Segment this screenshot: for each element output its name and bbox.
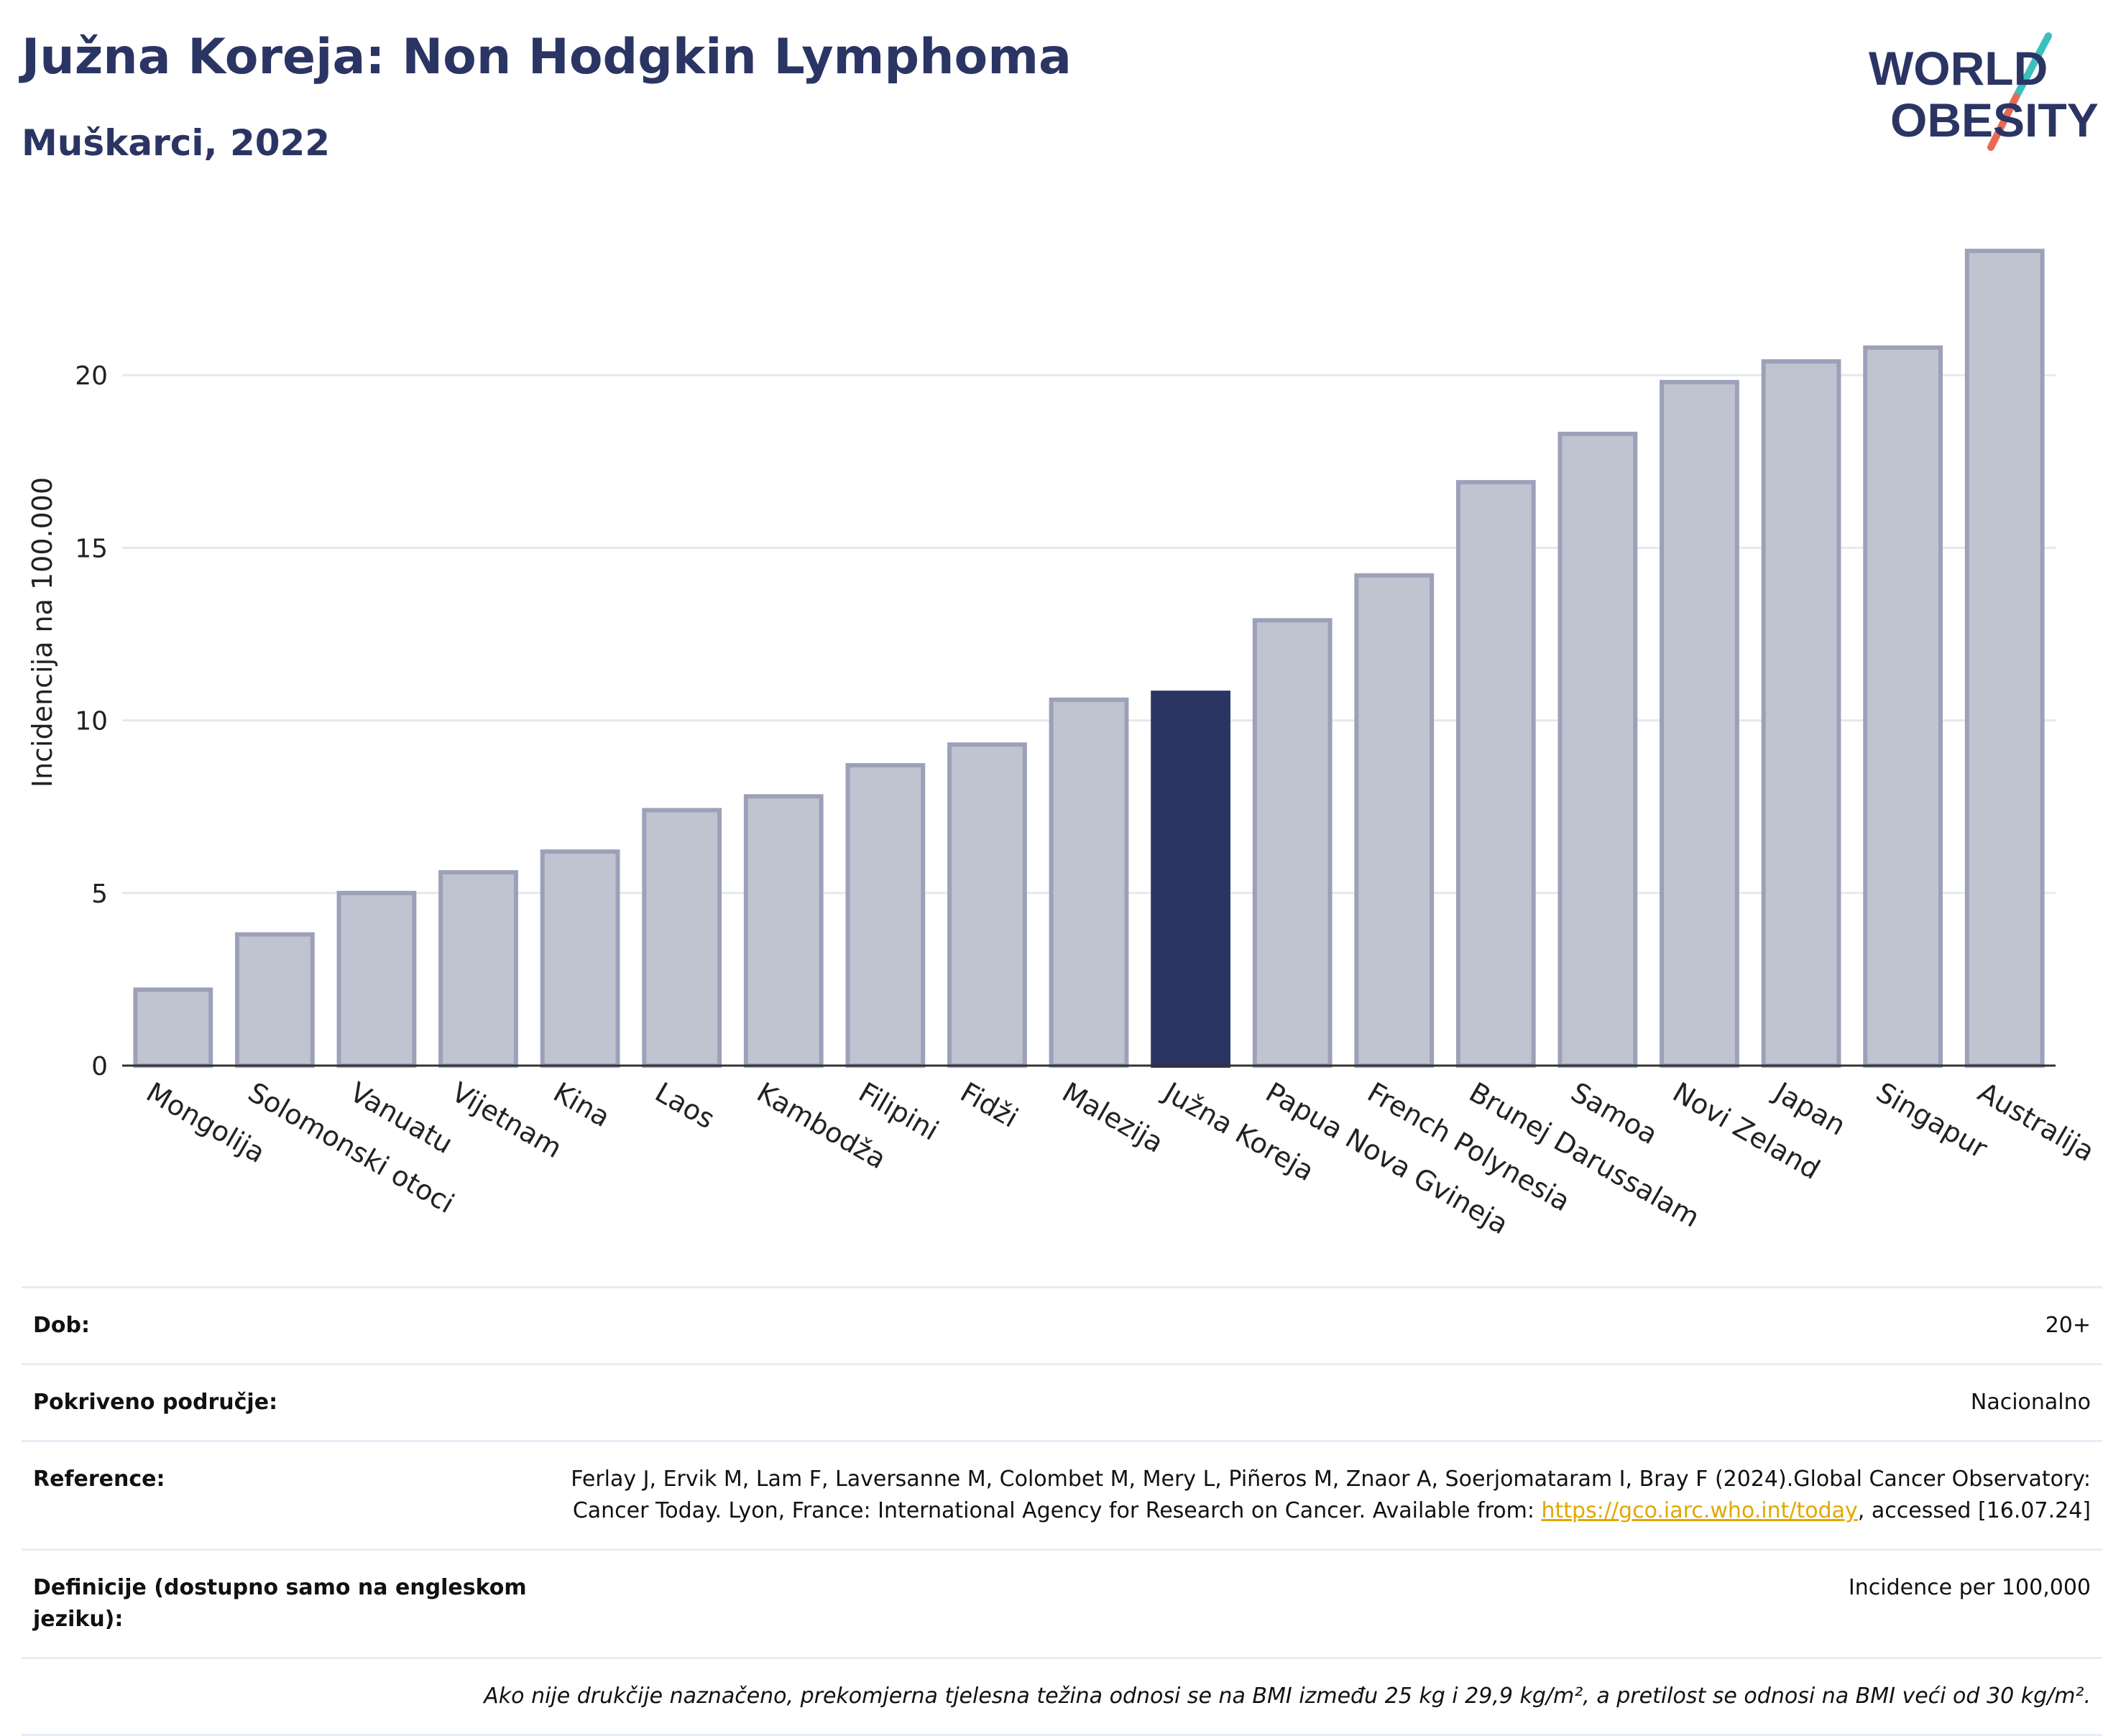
y-tick-label: 0 (91, 1052, 108, 1081)
bar-japan (1761, 359, 1841, 1068)
reference-accessed: , accessed [16.07.24] (1857, 1498, 2091, 1523)
meta-key-age: Dob: (33, 1313, 90, 1338)
footnote-text: Ako nije drukčije naznačeno, prekomjerna… (484, 1684, 2091, 1709)
meta-row-coverage: Pokriveno područje: Nacionalno (22, 1363, 2102, 1440)
meta-row-reference: Reference: Ferlay J, Ervik M, Lam F, Lav… (22, 1440, 2102, 1548)
x-tick-label: Vijetnam (446, 1076, 567, 1165)
bar-novi-zeland (1660, 379, 1739, 1068)
world-obesity-logo: WORLD OBESITY (1869, 32, 2099, 151)
meta-value-age: 20+ (2045, 1313, 2091, 1338)
x-tick-label: Australija (1973, 1076, 2100, 1168)
meta-footnote: Ako nije drukčije naznačeno, prekomjerna… (22, 1657, 2102, 1736)
x-tick-label: Fidži (955, 1076, 1023, 1134)
y-tick-label: 10 (75, 707, 108, 737)
y-tick-label: 15 (75, 534, 108, 563)
meta-value-definitions: Incidence per 100,000 (1848, 1575, 2091, 1600)
page-subtitle: Muškarci, 2022 (22, 122, 331, 164)
y-tick-label: 5 (91, 879, 108, 909)
bar-laos (642, 808, 722, 1068)
bars (133, 249, 2045, 1068)
meta-row-age: Dob: 20+ (22, 1286, 2102, 1363)
logo-line2: OBESITY (1890, 93, 2099, 147)
bar-brunej-darussalam (1455, 480, 1536, 1068)
logo-line1: WORLD (1869, 42, 2048, 95)
x-tick-label: Laos (650, 1076, 720, 1135)
reference-text: Ferlay J, Ervik M, Lam F, Laversanne M, … (571, 1467, 2091, 1523)
bar-fidži (947, 742, 1027, 1068)
bar-filipini (845, 763, 926, 1068)
page-title: Južna Koreja: Non Hodgkin Lymphoma (22, 29, 1072, 86)
bar-vanuatu (336, 890, 417, 1068)
bar-vijetnam (438, 869, 518, 1068)
bar-mongolija (133, 987, 213, 1068)
y-tick-label: 20 (75, 361, 108, 391)
meta-key-reference: Reference: (33, 1467, 165, 1492)
bar-južna-koreja (1151, 691, 1230, 1068)
bar-solomonski-otoci (234, 932, 315, 1068)
bar-kambodža (743, 794, 824, 1068)
meta-value-coverage: Nacionalno (1970, 1390, 2091, 1415)
x-tick-label: Singapur (1871, 1076, 1993, 1165)
bar-australija (1964, 249, 2045, 1068)
bar-papua-nova-gvineja (1252, 618, 1333, 1068)
x-tick-label: Malezija (1057, 1076, 1169, 1159)
metadata-table: Dob: 20+ Pokriveno područje: Nacionalno … (22, 1286, 2102, 1736)
meta-key-definitions: Definicije (dostupno samo na engleskom j… (33, 1575, 527, 1632)
bar-french-polynesia (1354, 573, 1435, 1068)
bar-samoa (1557, 431, 1638, 1068)
bar-singapur (1863, 345, 1943, 1068)
reference-link[interactable]: https://gco.iarc.who.int/today (1541, 1498, 1858, 1523)
bar-kina (540, 849, 620, 1068)
bar-malezija (1049, 697, 1129, 1068)
meta-value-reference: Ferlay J, Ervik M, Lam F, Laversanne M, … (551, 1464, 2091, 1527)
meta-row-definitions: Definicije (dostupno samo na engleskom j… (22, 1548, 2102, 1657)
meta-key-coverage: Pokriveno područje: (33, 1390, 278, 1415)
x-tick-label: Kina (548, 1076, 616, 1134)
y-axis-label: Incidencija na 100.000 (27, 477, 58, 788)
